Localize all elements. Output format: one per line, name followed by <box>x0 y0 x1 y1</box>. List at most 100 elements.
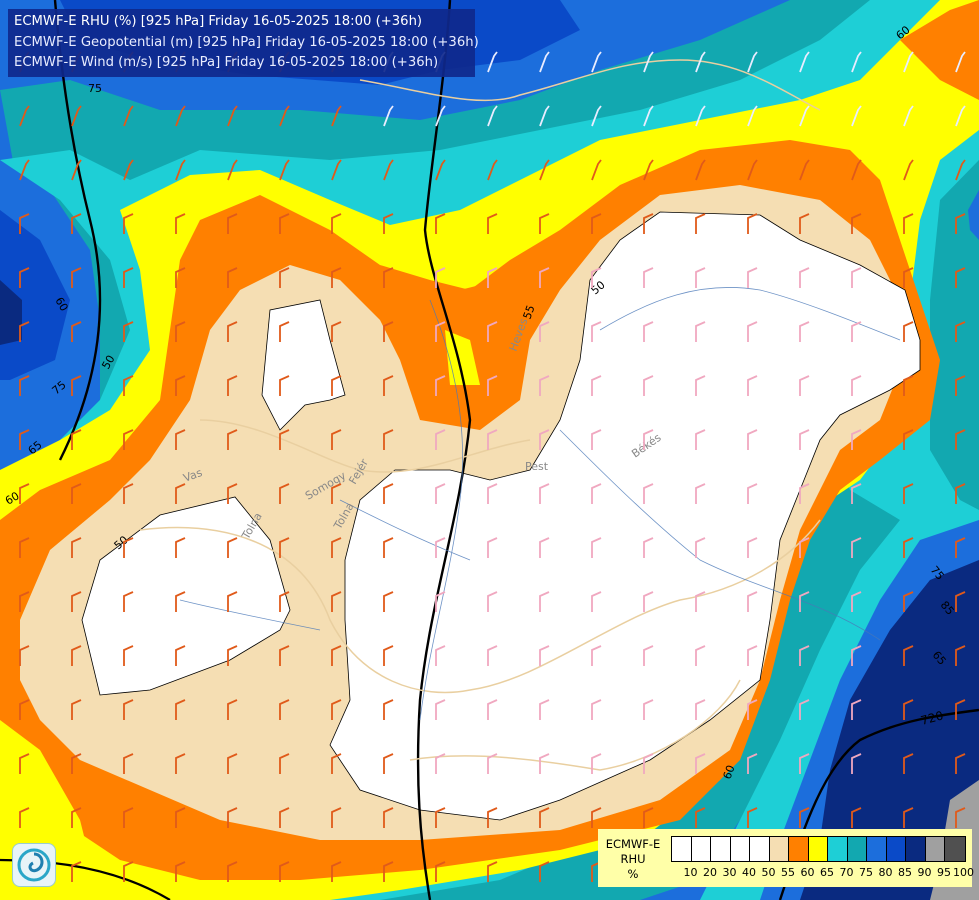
wind-barb <box>279 861 290 882</box>
wind-barb <box>331 699 342 720</box>
wind-barb <box>851 105 862 127</box>
wind-barb <box>903 807 914 828</box>
wind-barb <box>435 591 446 612</box>
legend-swatch <box>711 837 731 861</box>
wind-barb <box>123 213 134 234</box>
wind-barb <box>175 807 186 828</box>
wind-barb <box>331 537 342 558</box>
wind-barb <box>19 537 30 558</box>
wind-barb <box>227 537 238 558</box>
wind-barb <box>955 159 966 181</box>
wind-barb <box>955 213 966 234</box>
wind-barb <box>435 645 446 666</box>
wind-barb <box>695 753 706 774</box>
wind-barb <box>747 537 758 558</box>
wind-barb <box>643 51 654 73</box>
wind-barb <box>123 537 134 558</box>
wind-barb <box>279 321 290 342</box>
wind-barb <box>955 51 966 73</box>
wind-barb <box>643 429 654 450</box>
wind-barb <box>331 861 342 882</box>
wind-barb <box>851 213 862 234</box>
wind-barb <box>175 861 186 882</box>
legend-tick: 50 <box>761 866 776 879</box>
wind-barb <box>903 105 914 127</box>
wind-barb <box>851 267 862 288</box>
wind-barb <box>279 105 290 127</box>
wind-barb <box>903 51 914 73</box>
wind-barbs <box>19 51 966 882</box>
legend-variable: RHU <box>620 852 646 866</box>
contour-label: 50 <box>99 353 117 372</box>
legend-tick: 60 <box>800 866 815 879</box>
wind-barb <box>175 105 186 127</box>
wind-barb <box>591 51 602 73</box>
wind-barb <box>331 213 342 234</box>
wind-barb <box>71 645 82 666</box>
wind-barb <box>19 429 30 450</box>
wind-barb <box>227 807 238 828</box>
wind-barb <box>955 267 966 288</box>
isohypse-center <box>416 0 472 900</box>
wind-barb <box>539 321 550 342</box>
title-geopotential: ECMWF-E Geopotential (m) [925 hPa] Frida… <box>14 34 479 50</box>
zone-right-top-blue <box>968 190 979 240</box>
wind-barb <box>383 807 394 828</box>
wind-barb <box>799 213 810 234</box>
wind-barb <box>747 105 758 127</box>
wind-barb <box>435 537 446 558</box>
wind-barb <box>747 213 758 234</box>
wind-barb <box>383 159 394 181</box>
wind-barb <box>71 105 82 127</box>
wind-barb <box>19 591 30 612</box>
zone-white-upper <box>261 299 346 431</box>
wind-barb <box>903 321 914 342</box>
legend-tick: 30 <box>722 866 737 879</box>
legend-swatch <box>750 837 770 861</box>
wind-barb <box>539 105 550 127</box>
legend-swatch <box>789 837 809 861</box>
wind-barb <box>487 159 498 181</box>
wind-barb <box>279 753 290 774</box>
wind-barb <box>799 753 810 774</box>
wind-barb <box>695 375 706 396</box>
wind-barb <box>851 807 862 828</box>
wind-barb <box>643 483 654 504</box>
wind-barb <box>955 645 966 666</box>
rivers <box>179 287 901 721</box>
zone-yellow-bottom-left <box>0 720 90 880</box>
wind-barb <box>435 321 446 342</box>
wind-barb <box>487 267 498 288</box>
wind-barb <box>19 753 30 774</box>
wind-barb <box>851 375 862 396</box>
wind-barb <box>71 267 82 288</box>
wind-barb <box>383 483 394 504</box>
wind-barb <box>123 429 134 450</box>
wind-barb <box>851 699 862 720</box>
wind-barb <box>175 213 186 234</box>
wind-barb <box>799 483 810 504</box>
wind-barb <box>71 213 82 234</box>
wind-barb <box>123 807 134 828</box>
wind-barb <box>799 321 810 342</box>
wind-barb <box>279 213 290 234</box>
wind-barb <box>851 51 862 73</box>
wind-barb <box>435 213 446 234</box>
wind-barb <box>799 375 810 396</box>
wind-barb <box>539 213 550 234</box>
wind-barb <box>19 213 30 234</box>
wind-barb <box>487 213 498 234</box>
wind-barb <box>851 321 862 342</box>
wind-barb <box>227 321 238 342</box>
wind-barb <box>591 699 602 720</box>
wind-barb <box>903 159 914 181</box>
wind-barb <box>591 807 602 828</box>
wind-barb <box>175 753 186 774</box>
legend-swatch <box>828 837 848 861</box>
wind-barb <box>331 645 342 666</box>
contour-label: 75 <box>88 82 102 95</box>
wind-barb <box>227 159 238 181</box>
wind-barb <box>747 645 758 666</box>
wind-barb <box>487 807 498 828</box>
wind-barb <box>71 591 82 612</box>
